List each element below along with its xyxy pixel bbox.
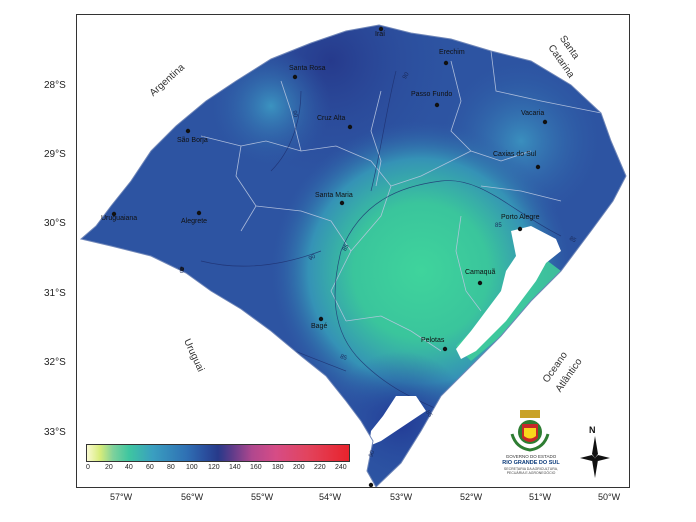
city-label-alegrete: Alegrete [181, 218, 208, 225]
lon-label: 55°W [251, 492, 274, 502]
city-label-santa-maria: Santa Maria [315, 192, 353, 199]
gov-line3: SECRETARIA DA AGRICULTURA, PECUÁRIA E AG… [503, 467, 559, 475]
legend-tick: 180 [272, 464, 284, 471]
lon-label: 50°W [598, 492, 621, 502]
city-label-erechim: Erechim [439, 49, 465, 56]
city-label-pelotas: Pelotas [421, 337, 445, 344]
legend-tick: 0 [86, 464, 90, 471]
legend-tick: 140 [229, 464, 241, 471]
legend-tick: 160 [250, 464, 262, 471]
lon-label: 54°W [319, 492, 342, 502]
legend-tick: 120 [208, 464, 220, 471]
legend-tick: 200 [293, 464, 305, 471]
city-label-vacaria: Vacaria [521, 110, 545, 117]
gov-line1: GOVERNO DO ESTADO [505, 454, 557, 459]
north-label: N [589, 425, 596, 435]
lagoa-mirim [369, 396, 426, 446]
legend-tick: 240 [335, 464, 347, 471]
legend-tick: 220 [314, 464, 326, 471]
legend-tick: 80 [167, 464, 175, 471]
city-label-uruguaiana: Uruguaiana [101, 215, 138, 222]
city-label-camaqua: Camaquã [465, 269, 496, 276]
lat-label: 29°S [44, 149, 66, 160]
lat-label: 30°S [44, 218, 66, 229]
lat-label: 31°S [44, 288, 66, 299]
lon-label: 53°W [390, 492, 413, 502]
lat-label: 33°S [44, 427, 66, 438]
lat-label: 32°S [44, 357, 66, 368]
city-label-irai: Iraí [375, 31, 386, 38]
city-label-bage: Bagé [311, 323, 328, 330]
city-markers [111, 26, 548, 487]
isoline-label: 90 [290, 110, 298, 118]
gov-line2: RIO GRANDE DO SUL [502, 460, 560, 466]
color-legend [86, 444, 350, 462]
compass-rose-icon [580, 436, 610, 478]
state-coat-of-arms-icon [510, 410, 550, 452]
city-label-porto-alegre: Porto Alegre [501, 214, 540, 221]
legend-tick: 100 [186, 464, 198, 471]
lat-label: 28°S [44, 80, 66, 91]
lon-label: 51°W [529, 492, 552, 502]
legend-tick: 40 [125, 464, 133, 471]
legend-tick: 60 [146, 464, 154, 471]
lon-label: 56°W [181, 492, 204, 502]
city-label-caxias: Caxias do Sul [493, 151, 537, 158]
region-boundaries [200, 50, 602, 352]
city-label-cruz-alta: Cruz Alta [317, 115, 346, 122]
lon-label: 57°W [110, 492, 133, 502]
city-label-sao-borja: São Borja [177, 137, 208, 144]
lagoa-dos-patos [456, 226, 561, 359]
city-label-passo-fundo: Passo Fundo [411, 91, 453, 98]
legend-tick: 20 [105, 464, 113, 471]
isoline-label: 85 [495, 223, 502, 229]
lon-label: 52°W [460, 492, 483, 502]
city-label-santa-rosa: Santa Rosa [289, 65, 326, 72]
